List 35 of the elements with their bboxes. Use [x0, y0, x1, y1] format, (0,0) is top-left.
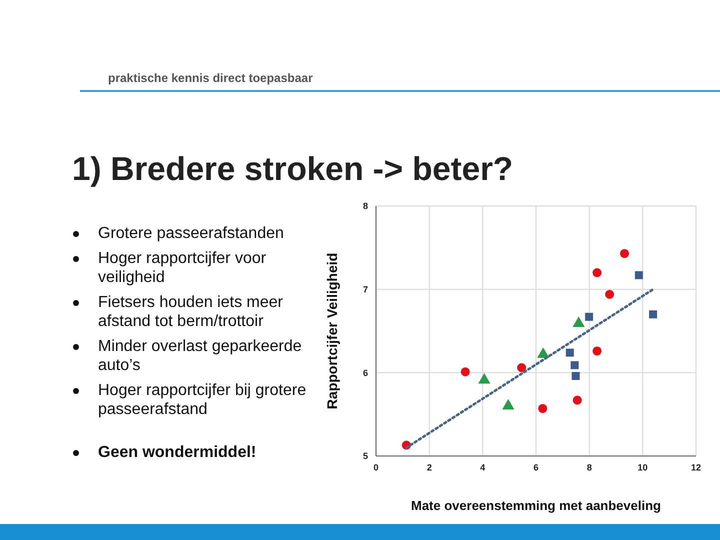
point [620, 248, 630, 258]
point [572, 396, 582, 405]
x-axis-title: Mate overeenstemming met aanbeveling [411, 498, 662, 513]
y-axis-title: Rapportcijfer Veiligheid [324, 252, 340, 410]
point [592, 268, 602, 278]
text: Fietsers houden iets meer afstand tot berm/trottoir [98, 293, 284, 331]
point [460, 367, 470, 376]
x-tick-label: 8 [586, 462, 592, 472]
point [605, 290, 614, 299]
text: Hoger rapportcijfer voor veiligheid [98, 249, 268, 287]
x-tick-label: 4 [480, 462, 486, 472]
y-tick-label: 8 [362, 201, 368, 212]
x-tick-label: 12 [690, 462, 702, 472]
text: Geen wondermiddel! [98, 443, 256, 462]
y-tick-label: 7 [362, 284, 368, 295]
text: Minder overlast geparkeerde auto’s [98, 337, 303, 375]
x-tick-label: 2 [426, 462, 432, 472]
text: Grotere passeerafstanden [98, 224, 284, 243]
x-tick-label: 6 [533, 462, 539, 472]
point [634, 271, 643, 280]
text: praktische kennis direct toepasbaar [108, 71, 313, 85]
point [572, 372, 580, 380]
x-tick-label: 10 [638, 462, 648, 472]
text: Hoger rapportcijfer bij grotere passeerafstand [98, 381, 308, 419]
point [566, 348, 574, 357]
chart-title: 1) Bredere stroken -> beter? [72, 150, 514, 188]
point [585, 312, 594, 321]
y-tick-label: 5 [362, 451, 368, 462]
x-tick-label: 0 [373, 462, 379, 472]
point [570, 361, 579, 370]
point [649, 310, 658, 318]
point [538, 404, 548, 414]
point [592, 346, 602, 356]
point [517, 363, 526, 372]
y-tick-label: 6 [362, 368, 368, 378]
